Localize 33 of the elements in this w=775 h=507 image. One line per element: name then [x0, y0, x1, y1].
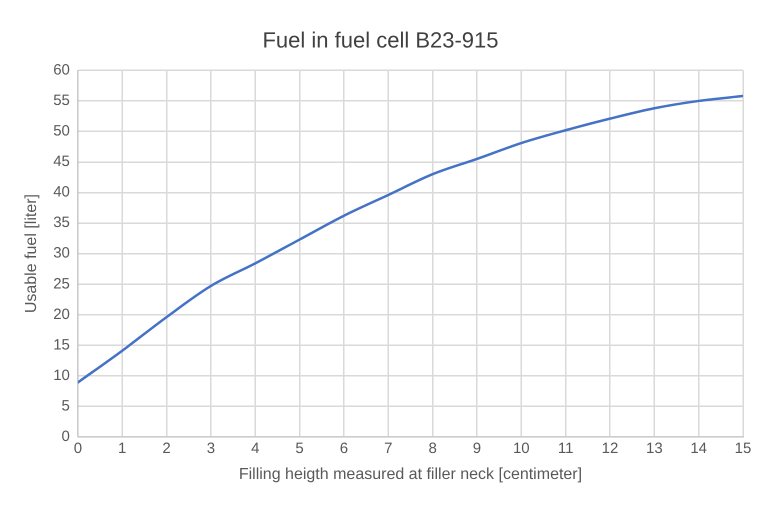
x-tick-label: 8	[428, 440, 437, 457]
y-tick-label: 40	[53, 184, 70, 201]
y-tick-label: 35	[53, 214, 70, 232]
x-tick-label: 2	[162, 440, 171, 457]
y-tick-label: 25	[53, 275, 70, 292]
y-tick-label: 20	[53, 306, 70, 323]
x-tick-label: 6	[340, 440, 348, 457]
x-tick-label: 7	[384, 440, 392, 457]
chart-title: Fuel in fuel cell B23-915	[262, 27, 499, 52]
x-tick-label: 13	[646, 440, 663, 457]
x-tick-label: 0	[74, 440, 82, 457]
y-tick-label: 45	[53, 153, 70, 170]
x-tick-label: 1	[118, 440, 126, 457]
y-tick-label: 0	[62, 428, 70, 445]
x-tick-label: 9	[472, 440, 482, 457]
y-axis-title: Usable fuel [liter]	[23, 194, 40, 314]
x-tick-label: 3	[206, 440, 216, 457]
x-tick-label: 4	[251, 440, 260, 457]
x-tick-label: 14	[690, 440, 708, 457]
y-tick-label: 30	[53, 244, 70, 262]
y-tick-label: 55	[53, 92, 70, 110]
y-tick-label: 50	[53, 122, 70, 140]
x-tick-label: 12	[602, 440, 618, 457]
x-tick-label: 15	[734, 440, 752, 457]
x-tick-label: 5	[295, 440, 304, 457]
x-tick-label: 10	[512, 440, 530, 457]
y-tick-label: 5	[62, 397, 70, 414]
x-tick-label: 11	[558, 440, 574, 457]
x-axis-title: Filling heigth measured at filler neck [centimeter]	[238, 466, 582, 483]
y-tick-label: 15	[53, 336, 70, 354]
y-tick-label: 10	[53, 366, 70, 384]
line-series	[78, 94, 743, 384]
y-tick-label: 60	[53, 62, 70, 79]
